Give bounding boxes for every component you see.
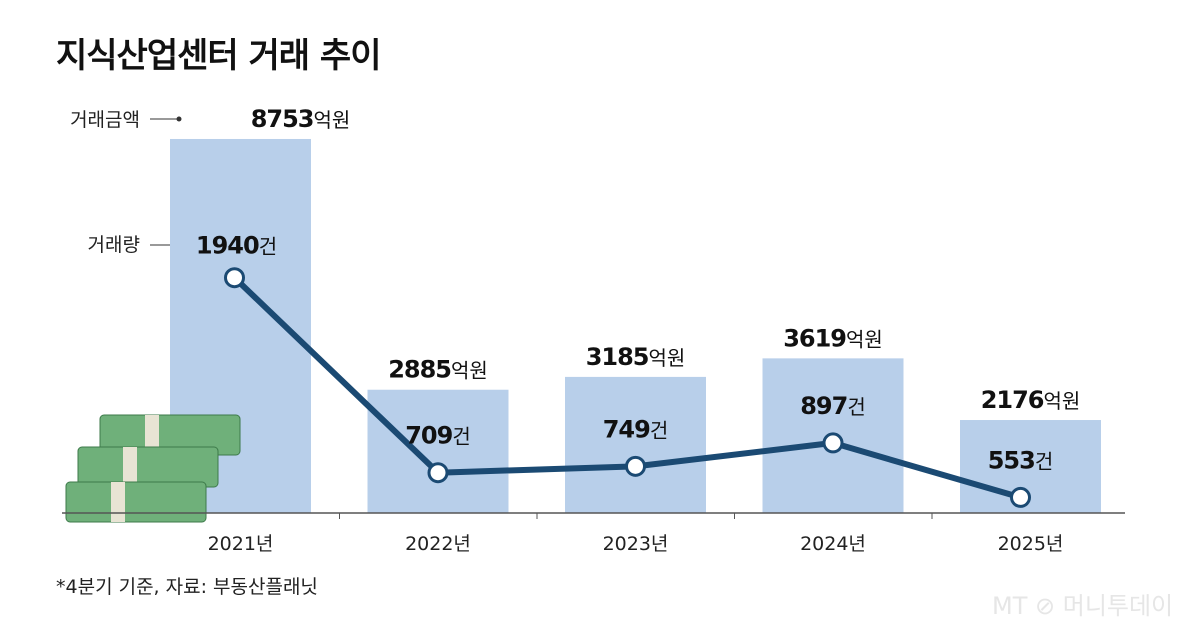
bar-label: 3619억원 — [783, 324, 883, 352]
x-tick-label: 2025년 — [998, 533, 1064, 555]
line-label: 897건 — [800, 392, 866, 420]
money-band-icon — [145, 415, 159, 455]
x-tick-label: 2023년 — [603, 533, 669, 555]
line-label: 709건 — [405, 422, 471, 450]
legend-amount-dot — [176, 116, 182, 122]
money-stack-icon — [77, 446, 219, 488]
x-tick-label: 2021년 — [208, 533, 274, 555]
bar-label: 8753억원 — [251, 105, 351, 133]
bar-label: 2176억원 — [981, 386, 1081, 414]
line-point — [625, 455, 646, 477]
line-point — [427, 462, 449, 484]
legend-volume: 거래량 — [88, 234, 140, 256]
line-label: 1940건 — [196, 232, 277, 260]
x-tick-label: 2024년 — [800, 533, 866, 555]
line-point — [224, 267, 245, 289]
x-tick-label: 2022년 — [405, 533, 471, 555]
legend-amount: 거래금액 — [70, 109, 140, 131]
money-stack-icon — [65, 481, 207, 523]
bar-2022년 — [367, 389, 509, 513]
bar-2023년 — [565, 376, 706, 513]
money-band-icon — [111, 482, 125, 522]
bar-label: 2885억원 — [388, 356, 488, 384]
watermark-logo: MT ⊘ 머니투데이 — [992, 592, 1174, 620]
line-label: 749건 — [603, 415, 669, 443]
line-point — [1010, 486, 1031, 508]
line-label: 553건 — [988, 446, 1054, 474]
bar-label: 3185억원 — [586, 343, 686, 371]
chart-title: 지식산업센터 거래 추이 — [56, 36, 381, 76]
money-band-icon — [123, 447, 137, 487]
line-point — [822, 432, 844, 454]
source-note: *4분기 기준, 자료: 부동산플래닛 — [56, 576, 318, 598]
